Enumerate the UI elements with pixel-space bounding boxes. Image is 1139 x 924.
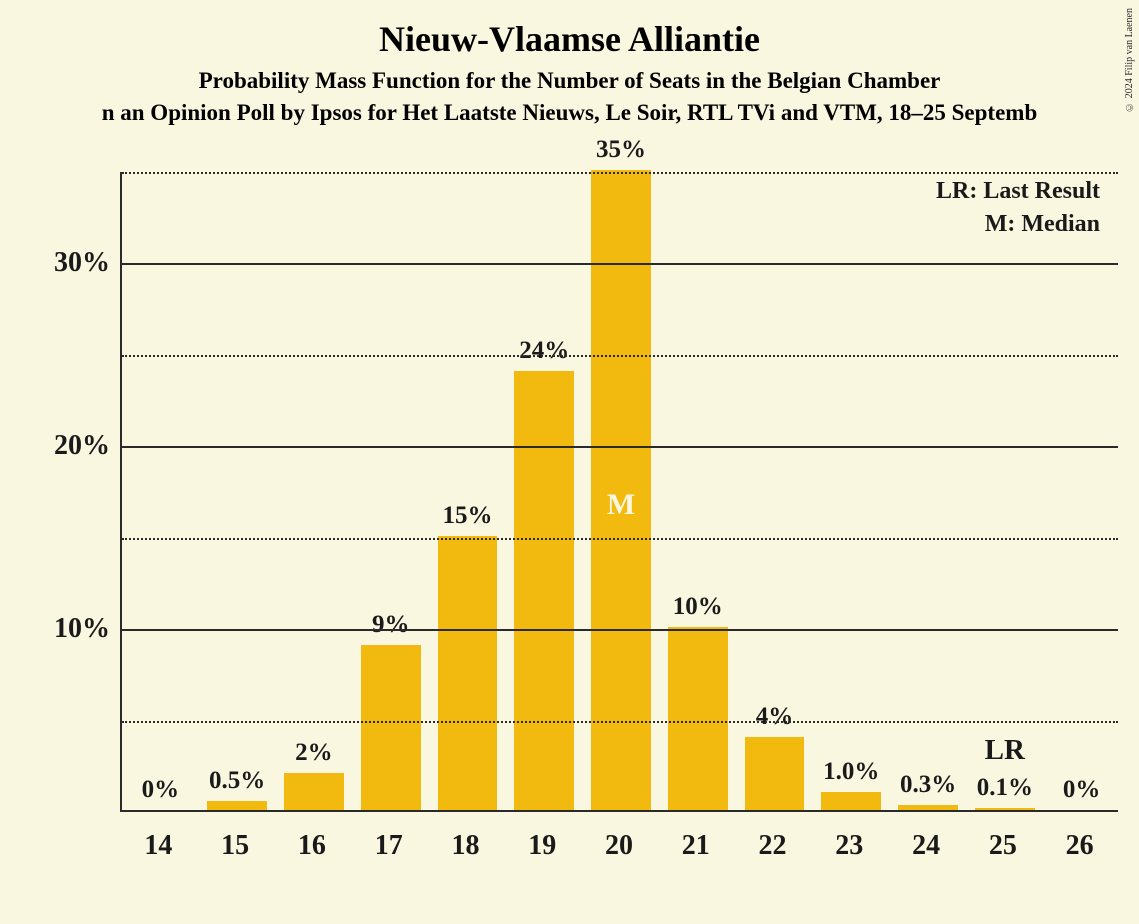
copyright-text: © 2024 Filip van Laenen [1124, 8, 1135, 112]
bar-wrap: 0% [130, 170, 190, 810]
bar-value-label: 0% [118, 776, 202, 804]
bar-value-label: 0.1% [963, 774, 1047, 802]
x-tick-label: 17 [375, 830, 403, 862]
gridline-minor [122, 538, 1118, 540]
bar [821, 792, 881, 810]
bar-value-label: 0% [1040, 776, 1124, 804]
x-tick-label: 20 [605, 830, 633, 862]
gridline-major [122, 629, 1118, 631]
x-tick-label: 19 [528, 830, 556, 862]
lr-marker: LR [963, 734, 1047, 767]
gridline-major [122, 446, 1118, 448]
bar-wrap: 1.0% [821, 170, 881, 810]
bar-wrap: 24% [514, 170, 574, 810]
bars-container: 0%0.5%2%9%15%24%35%M10%4%1.0%0.3%0.1%LR0… [122, 172, 1118, 810]
y-tick-label: 10% [54, 613, 110, 645]
x-tick-label: 14 [144, 830, 172, 862]
x-tick-label: 15 [221, 830, 249, 862]
bar [284, 773, 344, 810]
chart-title: Nieuw-Vlaamse Alliantie [0, 18, 1139, 60]
x-tick-label: 25 [989, 830, 1017, 862]
y-tick-label: 30% [54, 247, 110, 279]
bar-value-label: 0.3% [886, 771, 970, 799]
bar-wrap: 15% [438, 170, 498, 810]
bar-value-label: 15% [426, 502, 510, 530]
gridline-minor [122, 721, 1118, 723]
y-tick-label: 20% [54, 430, 110, 462]
x-tick-label: 21 [682, 830, 710, 862]
bar-wrap: 0.3% [898, 170, 958, 810]
bar [514, 371, 574, 810]
chart-subtitle-2: n an Opinion Poll by Ipsos for Het Laats… [0, 100, 1139, 126]
bar-wrap: 10% [668, 170, 728, 810]
bar-wrap: 4% [745, 170, 805, 810]
bar-value-label: 35% [579, 136, 663, 164]
bar [745, 737, 805, 810]
x-tick-label: 18 [451, 830, 479, 862]
bar-wrap: 9% [361, 170, 421, 810]
bar-value-label: 2% [272, 739, 356, 767]
gridline-major [122, 263, 1118, 265]
bar-wrap: 0.5% [207, 170, 267, 810]
bar-wrap: 2% [284, 170, 344, 810]
bar [898, 805, 958, 810]
bar-wrap: 0% [1052, 170, 1112, 810]
title-block: Nieuw-Vlaamse Alliantie Probability Mass… [0, 0, 1139, 126]
bar-value-label: 10% [656, 593, 740, 621]
plot-region: LR: Last Result M: Median 0%0.5%2%9%15%2… [120, 172, 1118, 812]
bar-value-label: 9% [349, 611, 433, 639]
bar-value-label: 1.0% [809, 758, 893, 786]
chart-area: 10% 20% 30% LR: Last Result M: Median 0%0.… [28, 172, 1118, 872]
bar-value-label: 24% [502, 337, 586, 365]
median-marker: M [591, 488, 651, 522]
bar [207, 801, 267, 810]
x-tick-label: 22 [759, 830, 787, 862]
bar [975, 808, 1035, 810]
bar [438, 536, 498, 810]
bar [668, 627, 728, 810]
x-tick-label: 23 [835, 830, 863, 862]
bar-wrap: 35%M [591, 170, 651, 810]
x-tick-label: 26 [1066, 830, 1094, 862]
gridline-minor [122, 172, 1118, 174]
x-tick-label: 16 [298, 830, 326, 862]
bar-wrap: 0.1%LR [975, 170, 1035, 810]
gridline-minor [122, 355, 1118, 357]
bar-value-label: 0.5% [195, 767, 279, 795]
chart-subtitle-1: Probability Mass Function for the Number… [0, 68, 1139, 94]
x-tick-label: 24 [912, 830, 940, 862]
y-axis: 10% 20% 30% [28, 172, 120, 872]
bar [361, 645, 421, 810]
bar-value-label: 4% [733, 703, 817, 731]
